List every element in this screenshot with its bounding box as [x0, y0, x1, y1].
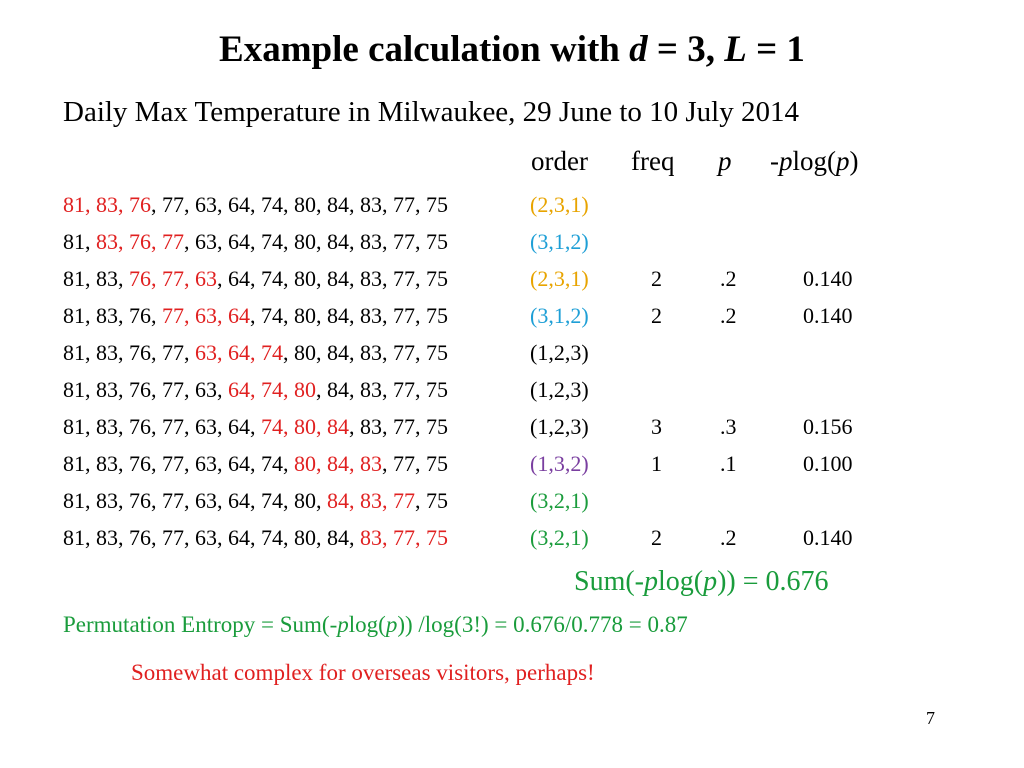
sum-a: Sum(- [574, 566, 644, 597]
pe-b: log( [348, 612, 386, 637]
sequence-row: 81, 83, 76, 77, 63, 64, 74, 80, 84, 83, … [63, 340, 448, 366]
header-neg: - [770, 146, 779, 176]
sum-b: log( [658, 566, 704, 597]
sequence-window: 63, 64, 74 [195, 340, 283, 365]
slide-subtitle: Daily Max Temperature in Milwaukee, 29 J… [63, 96, 799, 128]
plogp-value: 0.140 [803, 266, 853, 291]
sequence-pre: 81, 83, 76, 77, [63, 340, 195, 365]
ordinal-pattern: (1,3,2) [530, 451, 589, 476]
sequence-window: 74, 80, 84 [261, 414, 349, 439]
sequence-pre: 81, 83, 76, 77, 63, 64, 74, 80, 84, [63, 525, 360, 550]
freq-value: 2 [651, 266, 662, 291]
title-suffix: = 1 [746, 29, 805, 70]
sequence-pre: 81, 83, 76, 77, 63, 64, [63, 414, 261, 439]
sequence-post: , 64, 74, 80, 84, 83, 77, 75 [217, 266, 448, 291]
sequence-window: 81, 83, 76 [63, 192, 151, 217]
pe-c: )) /log(3!) = 0.676/0.778 = 0.87 [397, 612, 688, 637]
title-l-var: L [724, 29, 747, 70]
sequence-window: 64, 74, 80 [228, 377, 316, 402]
sequence-pre: 81, 83, 76, [63, 303, 162, 328]
sequence-row: 81, 83, 76, 77, 63, 64, 74, 80, 84, 83, … [63, 229, 448, 255]
plogp-value: 0.140 [803, 525, 853, 550]
sequence-row: 81, 83, 76, 77, 63, 64, 74, 80, 84, 83, … [63, 192, 448, 218]
sequence-row: 81, 83, 76, 77, 63, 64, 74, 80, 84, 83, … [63, 414, 448, 440]
sequence-post: , 77, 75 [382, 451, 448, 476]
slide-title: Example calculation with d = 3, L = 1 [0, 28, 1024, 71]
header-close: ) [849, 146, 859, 176]
freq-value: 2 [651, 525, 662, 550]
header-neg-plogp: -plog(p) [770, 146, 859, 177]
ordinal-pattern: (1,2,3) [530, 414, 589, 439]
header-order: order [531, 146, 588, 176]
freq-value: 3 [651, 414, 662, 439]
ordinal-pattern: (2,3,1) [530, 266, 589, 291]
ordinal-pattern: (1,2,3) [530, 377, 589, 402]
sum-p2: p [703, 566, 718, 597]
ordinal-pattern: (3,1,2) [530, 303, 589, 328]
freq-value: 2 [651, 303, 662, 328]
header-p: p [718, 146, 732, 177]
sequence-window: 84, 83, 77 [327, 488, 415, 513]
sequence-pre: 81, 83, 76, 77, 63, 64, 74, 80, [63, 488, 327, 513]
freq-value: 1 [651, 451, 662, 476]
sum-c: )) = 0.676 [717, 566, 829, 597]
title-mid: = 3, [647, 29, 725, 70]
sum-line: Sum(-plog(p)) = 0.676 [574, 566, 829, 598]
p-value: .2 [720, 266, 737, 291]
header-log: log( [792, 146, 837, 176]
header-p-var: p [718, 146, 732, 176]
ordinal-pattern: (1,2,3) [530, 340, 589, 365]
sequence-pre: 81, 83, 76, 77, 63, [63, 377, 228, 402]
title-d-var: d [629, 29, 648, 70]
sequence-row: 81, 83, 76, 77, 63, 64, 74, 80, 84, 83, … [63, 266, 448, 292]
ordinal-pattern: (3,2,1) [530, 488, 589, 513]
ordinal-pattern: (2,3,1) [530, 192, 589, 217]
sequence-post: , 63, 64, 74, 80, 84, 83, 77, 75 [184, 229, 448, 254]
pe-a: Permutation Entropy = Sum(- [63, 612, 338, 637]
header-p3: p [836, 146, 850, 176]
sequence-window: 77, 63, 64 [162, 303, 250, 328]
pe-p2: p [385, 612, 398, 637]
sequence-pre: 81, 83, 76, 77, 63, 64, 74, [63, 451, 294, 476]
sum-p1: p [644, 566, 658, 597]
sequence-window: 80, 84, 83 [294, 451, 382, 476]
sequence-row: 81, 83, 76, 77, 63, 64, 74, 80, 84, 83, … [63, 451, 448, 477]
p-value: .2 [720, 303, 737, 328]
ordinal-pattern: (3,2,1) [530, 525, 589, 550]
plogp-value: 0.140 [803, 303, 853, 328]
sequence-window: 83, 76, 77 [96, 229, 184, 254]
plogp-value: 0.156 [803, 414, 853, 439]
title-prefix: Example calculation with [219, 29, 630, 70]
permutation-entropy-line: Permutation Entropy = Sum(-plog(p)) /log… [63, 612, 688, 638]
pe-p1: p [337, 612, 349, 637]
sequence-post: , 84, 83, 77, 75 [316, 377, 448, 402]
p-value: .2 [720, 525, 737, 550]
sequence-row: 81, 83, 76, 77, 63, 64, 74, 80, 84, 83, … [63, 525, 448, 551]
sequence-window: 83, 77, 75 [360, 525, 448, 550]
header-p2: p [779, 146, 793, 176]
plogp-value: 0.100 [803, 451, 853, 476]
sequence-row: 81, 83, 76, 77, 63, 64, 74, 80, 84, 83, … [63, 377, 448, 403]
sequence-pre: 81, 83, [63, 266, 129, 291]
sequence-post: , 80, 84, 83, 77, 75 [283, 340, 448, 365]
sequence-post: , 75 [415, 488, 448, 513]
note-text: Somewhat complex for overseas visitors, … [131, 660, 595, 685]
p-value: .3 [720, 414, 737, 439]
sequence-window: 76, 77, 63 [129, 266, 217, 291]
sequence-row: 81, 83, 76, 77, 63, 64, 74, 80, 84, 83, … [63, 303, 448, 329]
p-value: .1 [720, 451, 737, 476]
sequence-post: , 83, 77, 75 [349, 414, 448, 439]
ordinal-pattern: (3,1,2) [530, 229, 589, 254]
sequence-post: , 74, 80, 84, 83, 77, 75 [250, 303, 448, 328]
sequence-pre: 81, [63, 229, 96, 254]
page-number: 7 [926, 708, 935, 728]
sequence-post: , 77, 63, 64, 74, 80, 84, 83, 77, 75 [151, 192, 448, 217]
sequence-row: 81, 83, 76, 77, 63, 64, 74, 80, 84, 83, … [63, 488, 448, 514]
header-freq: freq [631, 146, 675, 176]
